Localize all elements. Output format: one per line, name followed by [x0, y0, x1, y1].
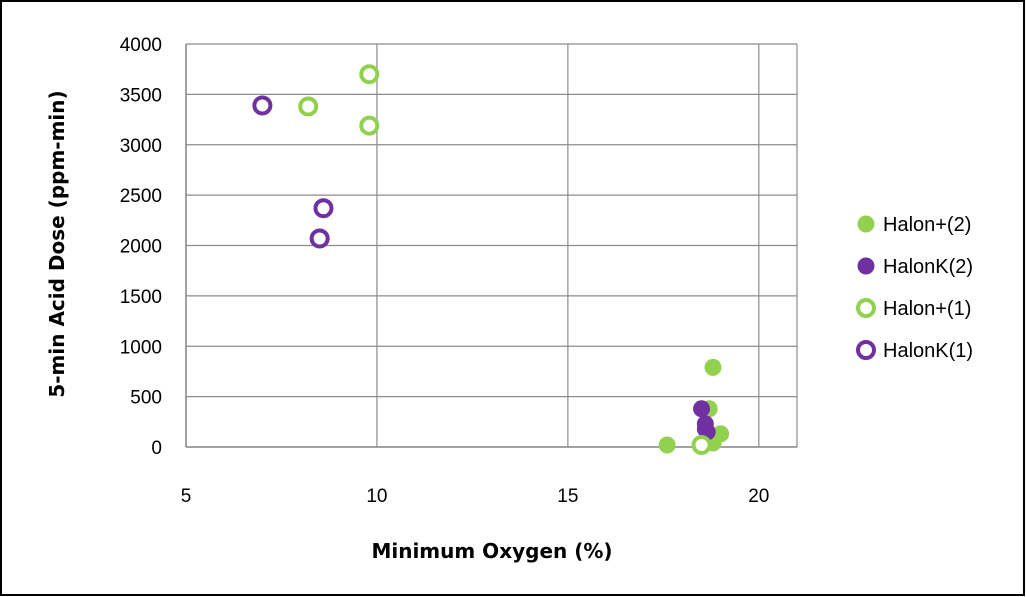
x-tick-label: 5: [181, 486, 192, 507]
legend-label: Halon+(1): [883, 298, 971, 320]
legend-label: HalonK(2): [883, 256, 973, 278]
point-halonk-1--1: [313, 198, 334, 219]
y-tick-label: 3000: [120, 136, 162, 157]
legend-marker: [857, 257, 875, 275]
legend-label: HalonK(1): [883, 340, 973, 362]
point-halon-2--0: [658, 436, 676, 454]
legend-marker: [856, 340, 876, 360]
x-tick-label: 20: [748, 486, 769, 507]
data-points: [252, 64, 730, 455]
y-tick-label: 500: [130, 388, 162, 409]
legend: Halon+(2) HalonK(2) Halon+(1) HalonK(1): [856, 214, 973, 362]
x-tick-label: 15: [557, 486, 578, 507]
y-tick-label: 3500: [120, 85, 162, 106]
legend-label: Halon+(2): [883, 214, 971, 236]
point-halon-1--1: [298, 96, 319, 117]
y-tick-label: 1000: [120, 337, 162, 358]
point-halonk-1--0: [252, 95, 273, 116]
x-axis-title: Minimum Oxygen (%): [371, 539, 612, 563]
point-halonk-1--2: [309, 228, 330, 249]
y-tick-label: 1500: [120, 287, 162, 308]
x-tick-label: 10: [366, 486, 387, 507]
point-halonk-2--0: [693, 400, 711, 418]
y-axis-title: 5-min Acid Dose (ppm-min): [45, 90, 69, 397]
axes: 0 500 1000 1500 2000 2500 3000 3500 4000 5 10 15 20: [120, 35, 797, 507]
y-tick-label: 2000: [120, 237, 162, 258]
point-halon-2--1: [704, 358, 722, 376]
y-tick-label: 4000: [120, 35, 162, 56]
point-halon-1--2: [359, 115, 380, 136]
point-halon-1--3: [691, 434, 712, 455]
y-tick-label: 0: [151, 438, 162, 459]
legend-marker: [857, 215, 875, 233]
legend-marker: [856, 298, 876, 318]
y-tick-label: 2500: [120, 186, 162, 207]
point-halon-1--0: [359, 64, 380, 85]
